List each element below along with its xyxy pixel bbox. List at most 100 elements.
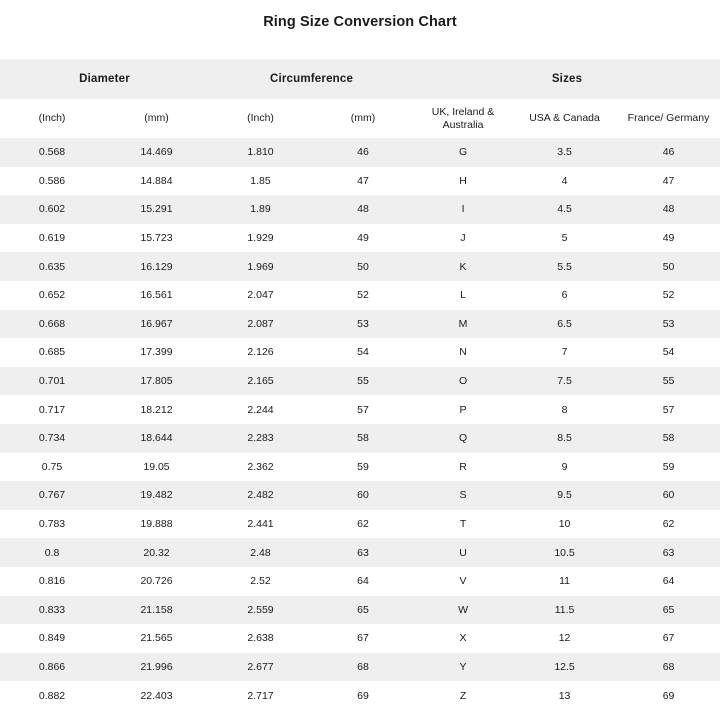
table-cell: 17.805 <box>140 375 173 388</box>
table-cell: 47 <box>662 174 675 187</box>
table-cell: 0.767 <box>38 489 66 502</box>
table-cell: 67 <box>357 632 369 645</box>
table-cell: 49 <box>357 232 369 245</box>
table-cell: 0.8 <box>44 546 60 559</box>
table-cell: 69 <box>357 689 369 702</box>
table-cell: 57 <box>662 403 675 416</box>
table-row: 0.619 15.723 1.929 49 J 5 49 <box>0 223 720 253</box>
table-cell: 11 <box>559 575 570 588</box>
table-cell: Q <box>458 432 468 445</box>
table-cell: 2.047 <box>247 289 274 302</box>
table-cell: 2.717 <box>247 689 274 702</box>
table-cell: 4 <box>561 174 568 187</box>
table-row: 0.816 20.726 2.52 64 V 11 64 <box>0 566 720 596</box>
table-cell: 8.5 <box>557 432 572 445</box>
table-cell: 60 <box>357 489 369 502</box>
table-cell: 59 <box>357 460 369 473</box>
table-cell: 52 <box>357 289 369 302</box>
table-cell: 58 <box>357 432 369 445</box>
table-cell: L <box>460 289 466 302</box>
table-cell: 7.5 <box>557 375 572 388</box>
table-cell: 60 <box>662 489 675 502</box>
table-cell: 16.967 <box>140 317 173 330</box>
table-row: 0.833 21.158 2.559 65 W 11.5 65 <box>0 595 720 625</box>
table-row: 0.652 16.561 2.047 52 L 6 52 <box>0 280 720 310</box>
table-cell: 0.816 <box>38 575 66 588</box>
table-cell: 0.866 <box>38 660 66 673</box>
table-cell: 63 <box>662 546 675 559</box>
table-cell: 46 <box>662 146 675 159</box>
table-cell: 5.5 <box>557 260 572 273</box>
table-cell: 15.723 <box>140 232 173 245</box>
table-cell: K <box>459 260 467 273</box>
table-cell: P <box>459 403 467 416</box>
table-cell: 11.5 <box>554 603 575 616</box>
table-cell: 65 <box>662 603 675 616</box>
table-row: 0.866 21.996 2.677 68 Y 12.5 68 <box>0 652 720 682</box>
table-cell: 6 <box>561 289 568 302</box>
table-cell: 2.165 <box>247 375 274 388</box>
table-cell: 21.565 <box>140 632 173 645</box>
table-cell: 65 <box>357 603 369 616</box>
column-header-cell: (mm) <box>144 112 169 124</box>
table-cell: 19.888 <box>140 518 173 531</box>
table-row: 0.685 17.399 2.126 54 N 7 54 <box>0 338 720 367</box>
table-cell: 9 <box>561 460 568 473</box>
table-cell: 0.602 <box>38 203 66 216</box>
table-cell: 14.469 <box>140 146 173 159</box>
table-row: 0.717 18.212 2.244 57 P 8 57 <box>0 395 720 424</box>
table-cell: 0.833 <box>38 603 66 616</box>
table-cell: 2.283 <box>247 432 274 445</box>
table-cell: 5 <box>561 232 568 245</box>
table-cell: 50 <box>662 260 675 273</box>
table-cell: 46 <box>357 146 369 159</box>
column-header-row: (Inch) (mm) (Inch) (mm) UK, Ireland & Austra… <box>0 99 720 138</box>
table-cell: 2.482 <box>247 489 274 502</box>
table-cell: 0.568 <box>38 146 66 159</box>
table-cell: 68 <box>357 660 369 673</box>
table-row: 0.734 18.644 2.283 58 Q 8.5 58 <box>0 423 720 453</box>
table-cell: 2.638 <box>247 632 274 645</box>
table-cell: 6.5 <box>557 317 572 330</box>
table-cell: 69 <box>662 689 675 702</box>
table-row: 0.701 17.805 2.165 55 O 7.5 55 <box>0 366 720 396</box>
table-cell: 21.158 <box>140 603 173 616</box>
table-body: 0.568 14.469 1.810 46 G 3.5 46 0.586 14.884 1.85 4… <box>0 138 720 710</box>
column-header-cell: (mm) <box>350 112 376 124</box>
table-cell: Y <box>459 660 467 673</box>
table-cell: 55 <box>662 375 675 388</box>
table-cell: 2.362 <box>247 460 274 473</box>
table-cell: 0.635 <box>38 260 66 273</box>
table-cell: 59 <box>662 460 675 473</box>
table-cell: 54 <box>662 346 675 359</box>
table-cell: 67 <box>662 632 675 645</box>
column-header-cell: UK, Ireland & Australia <box>431 105 495 131</box>
table-cell: I <box>461 203 465 216</box>
table-row: 0.668 16.967 2.087 53 M 6.5 53 <box>0 309 720 339</box>
table-row: 0.568 14.469 1.810 46 G 3.5 46 <box>0 138 720 167</box>
table-cell: 48 <box>662 203 675 216</box>
column-header-cell: France/ Germany <box>627 112 710 124</box>
table-cell: 7 <box>561 346 568 359</box>
table-cell: X <box>459 632 467 645</box>
table-row: 0.75 19.05 2.362 59 R 9 59 <box>0 452 720 482</box>
table-cell: 58 <box>662 432 675 445</box>
table-cell: M <box>458 317 468 330</box>
table-cell: 12.5 <box>554 660 575 673</box>
column-header-cell: (Inch) <box>38 112 66 124</box>
table-cell: 64 <box>357 575 369 588</box>
table-cell: J <box>460 232 466 245</box>
table-cell: H <box>459 174 467 187</box>
table-cell: 16.561 <box>140 289 173 302</box>
table-cell: 21.996 <box>140 660 173 673</box>
table-cell: 18.644 <box>140 432 173 445</box>
group-header-cell: Circumference <box>269 73 354 85</box>
table-cell: 53 <box>357 317 369 330</box>
table-row: 0.767 19.482 2.482 60 S 9.5 60 <box>0 481 720 510</box>
table-cell: 62 <box>662 518 675 531</box>
table-cell: 19.05 <box>143 460 170 473</box>
table-cell: 0.734 <box>38 432 66 445</box>
group-header-row: Diameter Circumference Sizes <box>0 59 720 99</box>
table-cell: 17.399 <box>140 346 173 359</box>
